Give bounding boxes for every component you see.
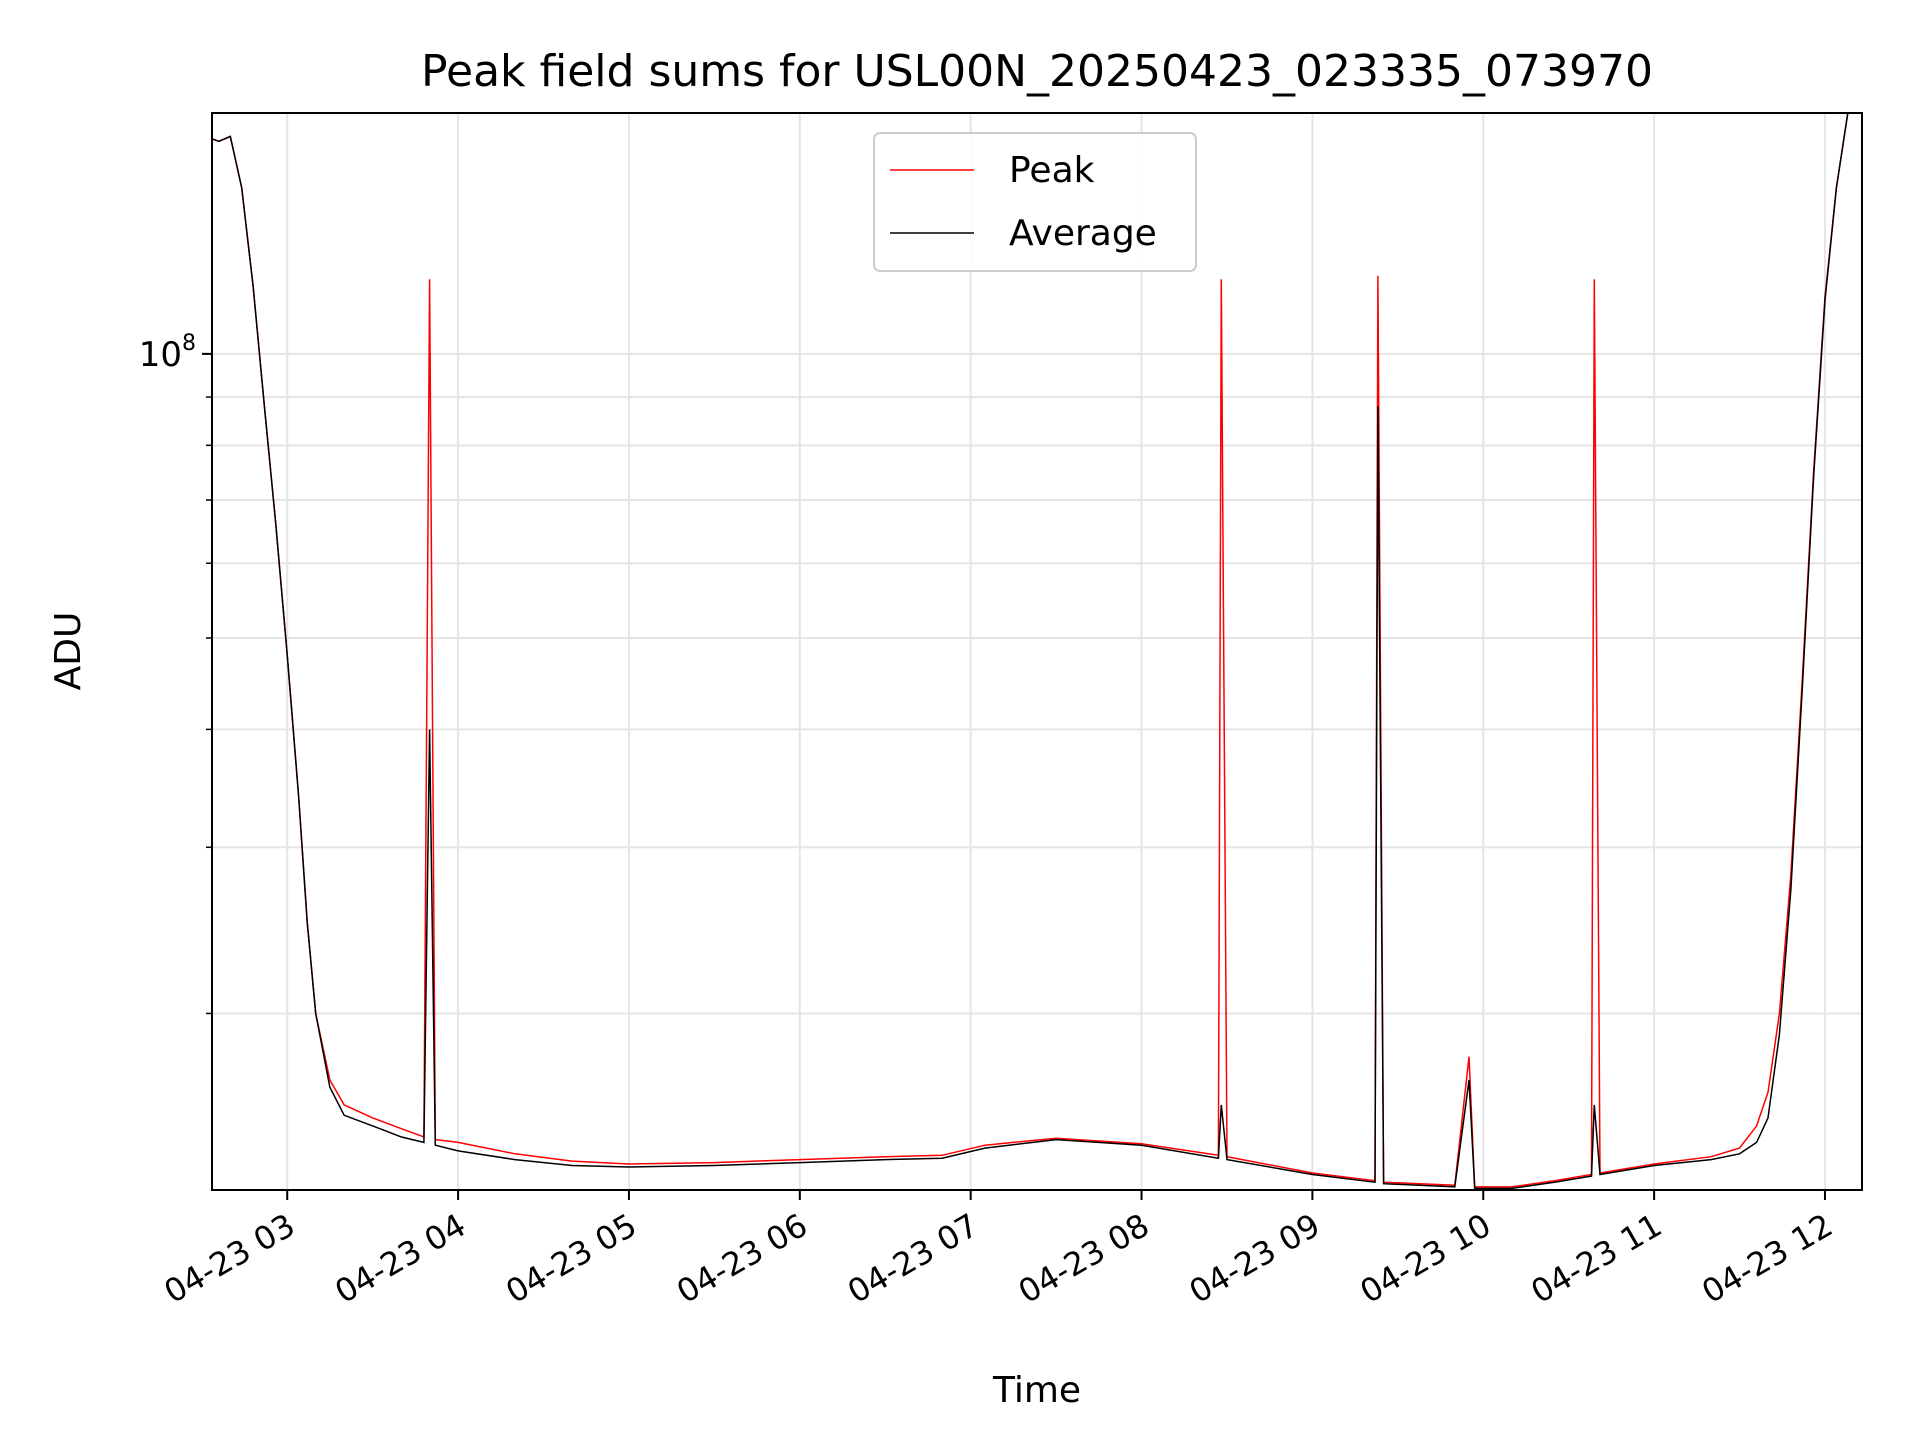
plot-frame [211,112,1863,1191]
legend-label-average: Average [1009,213,1157,254]
x-axis-label: Time [992,1370,1081,1411]
legend-box [873,132,1197,272]
legend: Peak Average [873,132,1197,272]
y-tick-label: 108 [139,331,196,375]
plot-area-background [212,113,1862,1190]
grid [212,113,1862,1190]
series-line-average [212,113,1849,1190]
series-group [212,113,1849,1190]
legend-label-peak: Peak [1009,150,1095,191]
y-axis-label: ADU [48,612,89,691]
chart-title: Peak field sums for USL00N_20250423_0233… [421,46,1653,97]
